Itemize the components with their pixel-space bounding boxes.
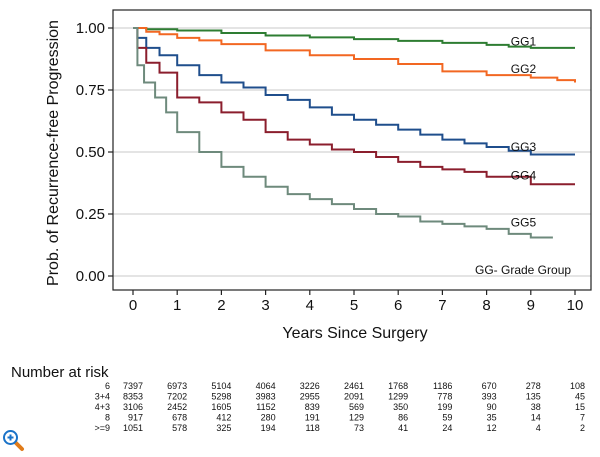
- risk-group-label: 3+4: [95, 392, 110, 402]
- risk-cell: 778: [437, 392, 452, 402]
- risk-cell: 4: [536, 423, 541, 433]
- axis-ticks: 0.00 0.25 0.50 0.75 1.00 0 1 2 3 4 5 6 7 8 9 10: [76, 20, 584, 314]
- risk-cell: 3226: [300, 381, 320, 391]
- risk-cell: 8353: [123, 392, 143, 402]
- x-tick-label: 1: [173, 297, 181, 314]
- grade-group-note: GG- Grade Group: [475, 263, 571, 277]
- y-axis-title: Prob. of Recurrence-free Progression: [45, 20, 62, 286]
- risk-cell: 1768: [388, 381, 408, 391]
- risk-cell: 393: [482, 392, 497, 402]
- risk-table: 6 7397 6973 5104 4064 3226 2461 1768 1186 670 278 1…: [94, 381, 585, 433]
- y-tick-label: 0.75: [76, 82, 105, 99]
- series-label-gg4: GG4: [511, 169, 537, 183]
- series-line-gg5: [133, 27, 553, 239]
- x-tick-label: 0: [129, 297, 137, 314]
- risk-cell: 578: [172, 423, 187, 433]
- risk-cell: 3983: [256, 392, 276, 402]
- risk-cell: 1152: [256, 402, 275, 412]
- risk-cell: 2091: [344, 392, 364, 402]
- risk-cell: 59: [442, 413, 452, 423]
- risk-cell: 350: [393, 402, 408, 412]
- risk-cell: 12: [487, 423, 497, 433]
- x-tick-label: 10: [567, 297, 584, 314]
- x-tick-label: 4: [306, 297, 314, 314]
- risk-cell: 90: [487, 402, 497, 412]
- y-tick-label: 1.00: [76, 20, 105, 37]
- series-label-gg1: GG1: [511, 35, 537, 49]
- zoom-glyph: [3, 430, 24, 451]
- risk-cell: 14: [531, 413, 541, 423]
- risk-cell: 45: [575, 392, 585, 402]
- series-label-gg2: GG2: [511, 62, 537, 76]
- risk-cell: 2: [580, 423, 585, 433]
- risk-group-label: 6: [105, 381, 110, 391]
- x-axis-title: Years Since Surgery: [282, 325, 427, 342]
- x-tick-label: 2: [217, 297, 225, 314]
- risk-cell: 2452: [167, 402, 187, 412]
- risk-cell: 41: [398, 423, 408, 433]
- zoom-in-icon[interactable]: [3, 430, 25, 452]
- risk-cell: 6973: [167, 381, 187, 391]
- risk-cell: 3106: [123, 402, 143, 412]
- risk-cell: 108: [570, 381, 585, 391]
- risk-cell: 280: [261, 413, 276, 423]
- risk-group-label: 4+3: [95, 402, 110, 412]
- series-line-gg1: [133, 27, 575, 49]
- risk-cell: 35: [487, 413, 497, 423]
- risk-cell: 412: [216, 413, 231, 423]
- risk-cell: 670: [482, 381, 497, 391]
- series-lines: [133, 27, 576, 239]
- risk-cell: 24: [442, 423, 452, 433]
- plot-frame: [112, 9, 592, 291]
- risk-cell: 278: [526, 381, 541, 391]
- risk-cell: 325: [216, 423, 231, 433]
- risk-cell: 5104: [211, 381, 231, 391]
- risk-cell: 191: [305, 413, 320, 423]
- risk-group-label: >=9: [94, 423, 110, 433]
- series-line-gg2: [133, 27, 576, 83]
- y-tick-label: 0.00: [76, 268, 105, 285]
- risk-cell: 4064: [256, 381, 276, 391]
- risk-cell: 1605: [211, 402, 231, 412]
- y-tick-label: 0.25: [76, 206, 105, 223]
- series-labels: GG1 GG2 GG3 GG4 GG5: [511, 35, 537, 230]
- risk-group-label: 8: [105, 413, 110, 423]
- grid-lines: [113, 27, 591, 277]
- risk-cell: 194: [261, 423, 276, 433]
- series-line-gg4: [133, 27, 575, 186]
- risk-cell: 73: [354, 423, 364, 433]
- risk-cell: 1051: [123, 423, 143, 433]
- x-tick-label: 3: [261, 297, 269, 314]
- risk-cell: 7202: [167, 392, 187, 402]
- risk-cell: 569: [349, 402, 364, 412]
- series-line-gg3: [133, 27, 575, 156]
- risk-cell: 118: [305, 423, 319, 433]
- risk-cell: 7397: [123, 381, 143, 391]
- risk-cell: 38: [531, 402, 541, 412]
- y-tick-label: 0.50: [76, 144, 105, 161]
- x-tick-label: 9: [527, 297, 535, 314]
- risk-table-title: Number at risk: [11, 364, 109, 381]
- risk-cell: 5298: [211, 392, 231, 402]
- series-label-gg5: GG5: [511, 216, 537, 230]
- x-tick-label: 6: [394, 297, 402, 314]
- risk-cell: 7: [580, 413, 585, 423]
- risk-cell: 135: [526, 392, 541, 402]
- series-label-gg3: GG3: [511, 140, 537, 154]
- risk-cell: 678: [172, 413, 187, 423]
- risk-cell: 839: [305, 402, 320, 412]
- risk-cell: 199: [437, 402, 452, 412]
- risk-cell: 2955: [300, 392, 320, 402]
- risk-cell: 1186: [433, 381, 452, 391]
- risk-cell: 86: [398, 413, 408, 423]
- x-tick-label: 7: [438, 297, 446, 314]
- x-tick-label: 8: [482, 297, 490, 314]
- risk-cell: 2461: [344, 381, 364, 391]
- risk-cell: 15: [575, 402, 585, 412]
- x-tick-label: 5: [350, 297, 358, 314]
- risk-cell: 129: [349, 413, 364, 423]
- risk-cell: 917: [128, 413, 143, 423]
- risk-cell: 1299: [388, 392, 408, 402]
